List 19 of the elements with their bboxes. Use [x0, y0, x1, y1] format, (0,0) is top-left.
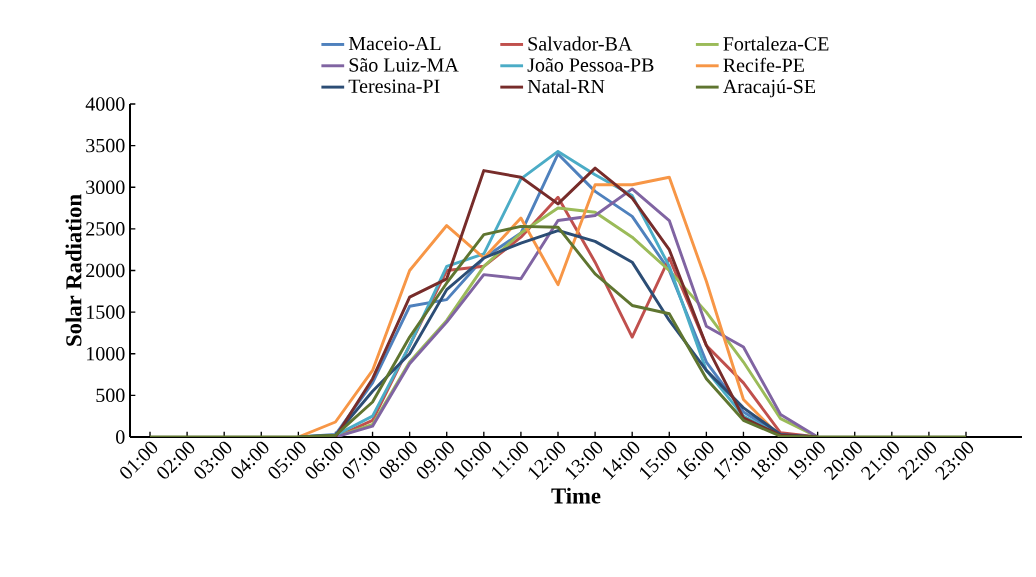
legend-label: Maceio-AL	[348, 36, 441, 51]
y-tick-label: 3500	[86, 138, 125, 153]
legend-label: Salvador-BA	[528, 36, 633, 51]
legend-label: Aracajú-SE	[722, 79, 816, 98]
y-tick-label: 3000	[86, 180, 125, 194]
y-axis-title: Solar Radiation	[65, 194, 82, 346]
y-tick-label: 2000	[86, 263, 125, 278]
y-tick-label: 1000	[87, 346, 125, 361]
legend-label: Fortaleza-CE	[723, 36, 829, 51]
legend-label: Teresina-PI	[348, 79, 440, 93]
x-axis-title: Time	[551, 487, 601, 504]
y-tick-label: 1500	[87, 305, 125, 319]
legend-label: Recife-PE	[723, 57, 804, 73]
y-tick-label: 500	[96, 388, 125, 403]
y-tick-label: 4000	[85, 97, 125, 111]
legend-label: João Pessoa-PB	[527, 58, 654, 72]
legend-label: São Luiz-MA	[349, 58, 459, 72]
legend-label: Natal-RN	[527, 79, 605, 94]
y-tick-label: 2500	[86, 222, 125, 236]
